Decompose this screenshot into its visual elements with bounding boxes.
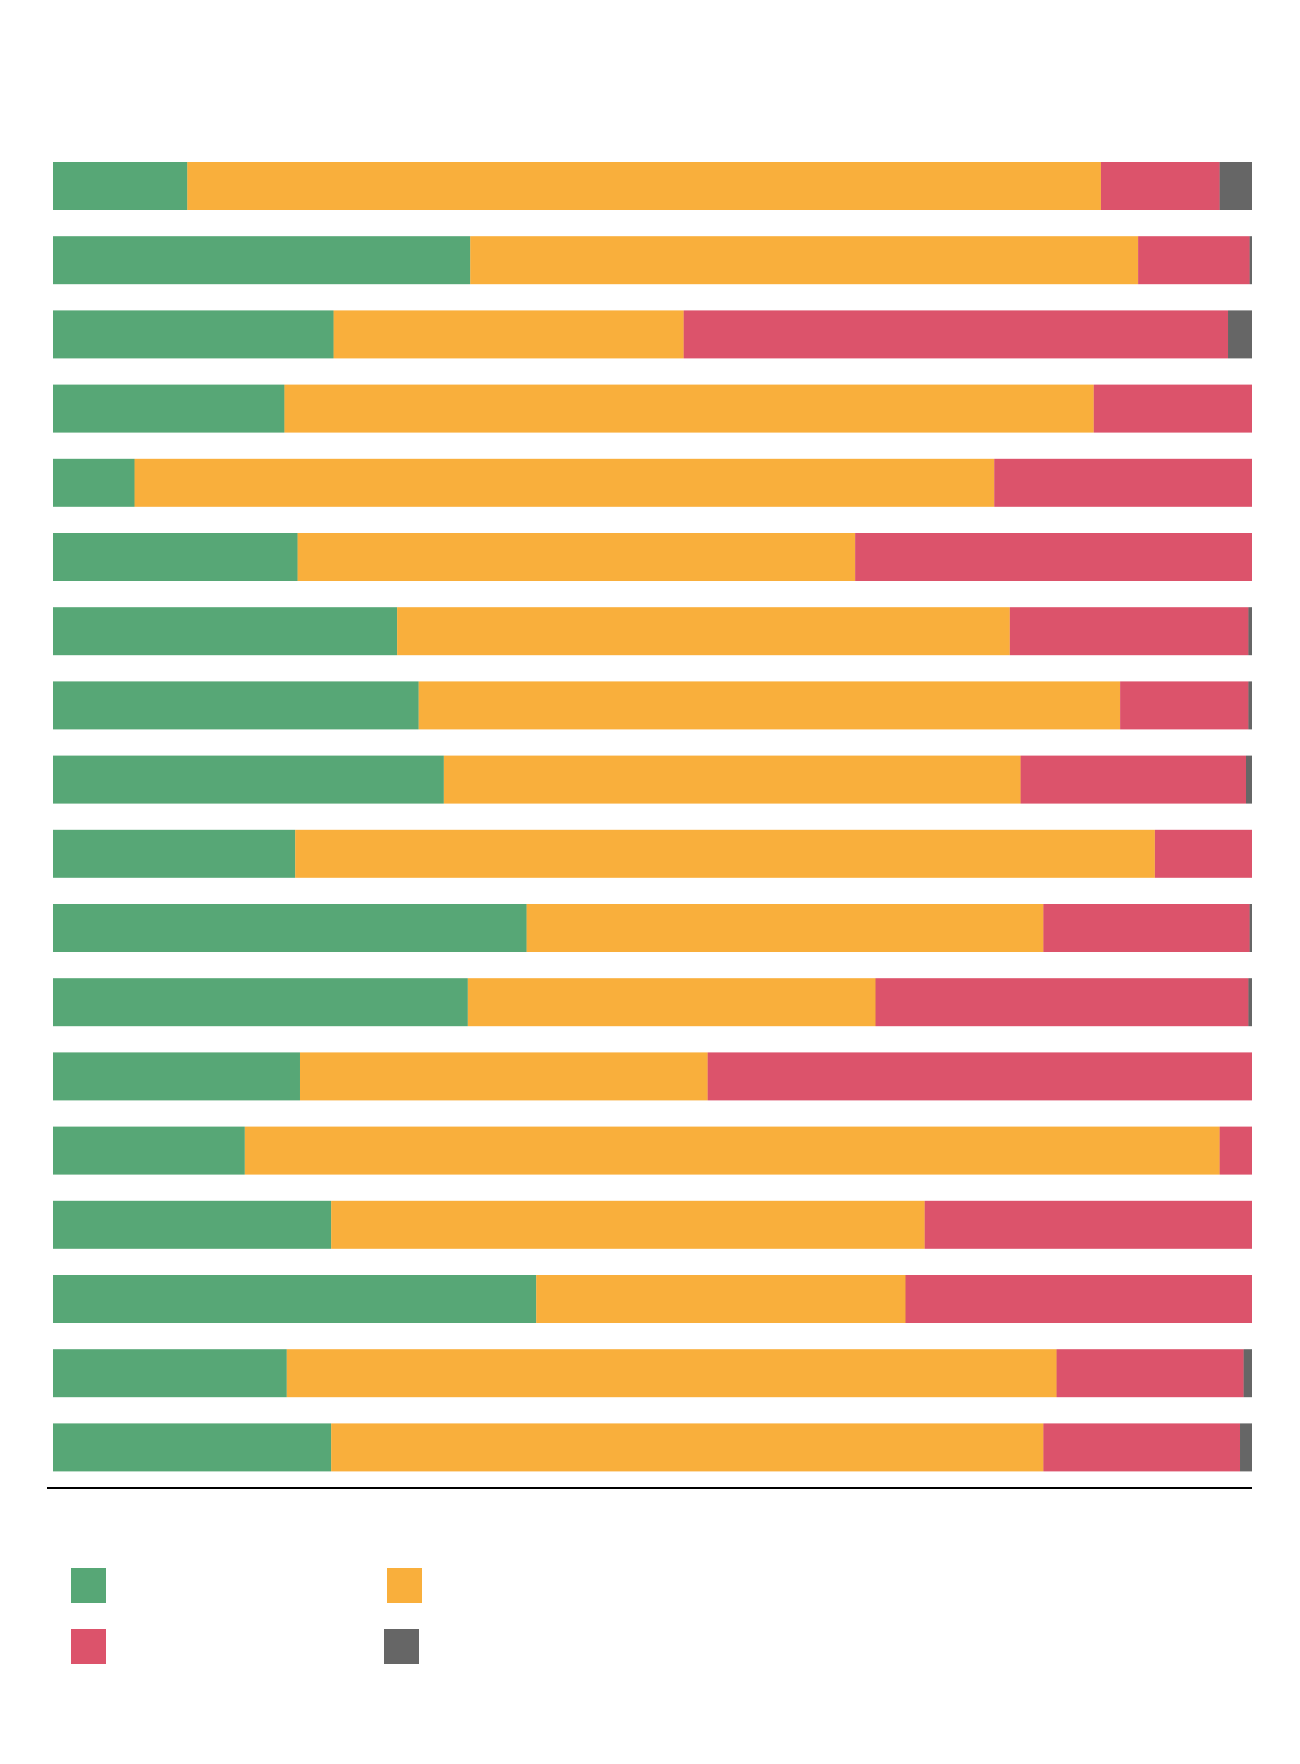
bar-row bbox=[53, 458, 1252, 507]
bar-segment-series-2 bbox=[526, 904, 1044, 952]
bar-segment-series-2 bbox=[284, 384, 1094, 433]
bar-segment-series-3 bbox=[683, 310, 1229, 359]
legend-swatch-series-2 bbox=[387, 1568, 422, 1603]
bar-segment-series-3 bbox=[994, 458, 1252, 507]
bar-segment-series-3 bbox=[1154, 829, 1252, 878]
bar-segment-series-1 bbox=[53, 1126, 245, 1175]
legend-swatch-series-1 bbox=[71, 1568, 106, 1603]
bar-segment-series-2 bbox=[299, 1052, 708, 1101]
legend-item bbox=[387, 1568, 422, 1603]
legend bbox=[71, 1568, 422, 1664]
bar-row bbox=[53, 1349, 1252, 1398]
bar-segment-series-1 bbox=[53, 162, 188, 210]
bar-segment-series-1 bbox=[53, 1423, 332, 1472]
bar-segment-series-2 bbox=[333, 310, 684, 359]
bar-segment-series-2 bbox=[536, 1275, 906, 1323]
bar-segment-series-4 bbox=[1249, 236, 1252, 285]
bar-row bbox=[53, 533, 1252, 581]
bar-segment-series-1 bbox=[53, 384, 285, 433]
legend-swatch-series-4 bbox=[384, 1629, 419, 1664]
bar-segment-series-2 bbox=[286, 1349, 1057, 1398]
bar-segment-series-2 bbox=[295, 829, 1155, 878]
legend-item bbox=[71, 1568, 106, 1603]
bar-segment-series-3 bbox=[924, 1200, 1252, 1249]
bar-row bbox=[53, 1200, 1252, 1249]
bar-segment-series-1 bbox=[53, 1349, 287, 1398]
bar-segment-series-1 bbox=[53, 1052, 300, 1101]
bar-segment-series-1 bbox=[53, 755, 444, 804]
bar-segment-series-2 bbox=[331, 1200, 925, 1249]
bars-layer bbox=[53, 162, 1252, 1472]
bar-segment-series-2 bbox=[244, 1126, 1220, 1175]
bar-segment-series-3 bbox=[905, 1275, 1252, 1323]
bar-segment-series-4 bbox=[1249, 904, 1252, 952]
bar-row bbox=[53, 162, 1252, 210]
bar-segment-series-2 bbox=[418, 681, 1121, 730]
bar-segment-series-2 bbox=[187, 162, 1101, 210]
bar-segment-series-3 bbox=[1138, 236, 1250, 285]
bar-row bbox=[53, 1275, 1252, 1323]
legend-swatch-series-3 bbox=[71, 1629, 106, 1664]
bar-segment-series-1 bbox=[53, 681, 419, 730]
bar-segment-series-3 bbox=[1043, 1423, 1241, 1472]
bar-row bbox=[53, 829, 1252, 878]
bar-segment-series-3 bbox=[875, 978, 1249, 1027]
bar-segment-series-1 bbox=[53, 829, 296, 878]
bar-row bbox=[53, 1126, 1252, 1175]
bar-segment-series-4 bbox=[1248, 681, 1252, 730]
bar-segment-series-1 bbox=[53, 310, 334, 359]
bar-row bbox=[53, 236, 1252, 285]
bar-segment-series-3 bbox=[1020, 755, 1246, 804]
bar-segment-series-1 bbox=[53, 458, 135, 507]
bar-segment-series-3 bbox=[1093, 384, 1252, 433]
bar-segment-series-4 bbox=[1240, 1423, 1252, 1472]
bar-row bbox=[53, 310, 1252, 359]
bar-segment-series-3 bbox=[1056, 1349, 1244, 1398]
bar-row bbox=[53, 1052, 1252, 1101]
bar-segment-series-3 bbox=[1043, 904, 1250, 952]
bar-segment-series-2 bbox=[297, 533, 856, 581]
bar-segment-series-3 bbox=[1219, 1126, 1252, 1175]
bar-segment-series-3 bbox=[1120, 681, 1249, 730]
bar-segment-series-3 bbox=[1009, 607, 1249, 656]
bar-segment-series-1 bbox=[53, 533, 298, 581]
bar-segment-series-3 bbox=[707, 1052, 1252, 1101]
bar-segment-series-3 bbox=[1100, 162, 1220, 210]
bar-segment-series-2 bbox=[470, 236, 1139, 285]
bar-segment-series-4 bbox=[1248, 607, 1252, 656]
bar-row bbox=[53, 384, 1252, 433]
bar-segment-series-1 bbox=[53, 1200, 332, 1249]
bar-segment-series-4 bbox=[1246, 755, 1252, 804]
bar-segment-series-4 bbox=[1243, 1349, 1252, 1398]
bar-row bbox=[53, 607, 1252, 656]
bar-row bbox=[53, 904, 1252, 952]
bar-row bbox=[53, 1423, 1252, 1472]
bar-segment-series-2 bbox=[443, 755, 1021, 804]
bar-row bbox=[53, 978, 1252, 1027]
bar-segment-series-4 bbox=[1228, 310, 1252, 359]
bar-segment-series-4 bbox=[1219, 162, 1252, 210]
legend-item bbox=[384, 1629, 419, 1664]
bar-segment-series-1 bbox=[53, 1275, 537, 1323]
bar-segment-series-2 bbox=[397, 607, 1010, 656]
bar-segment-series-1 bbox=[53, 978, 468, 1027]
bar-segment-series-2 bbox=[467, 978, 876, 1027]
bar-segment-series-1 bbox=[53, 236, 471, 285]
legend-item bbox=[71, 1629, 106, 1664]
bar-segment-series-3 bbox=[855, 533, 1252, 581]
bar-segment-series-2 bbox=[134, 458, 995, 507]
bar-row bbox=[53, 755, 1252, 804]
bar-segment-series-1 bbox=[53, 607, 398, 656]
bar-segment-series-4 bbox=[1248, 978, 1252, 1027]
bar-segment-series-1 bbox=[53, 904, 527, 952]
bar-segment-series-2 bbox=[331, 1423, 1044, 1472]
bar-row bbox=[53, 681, 1252, 730]
